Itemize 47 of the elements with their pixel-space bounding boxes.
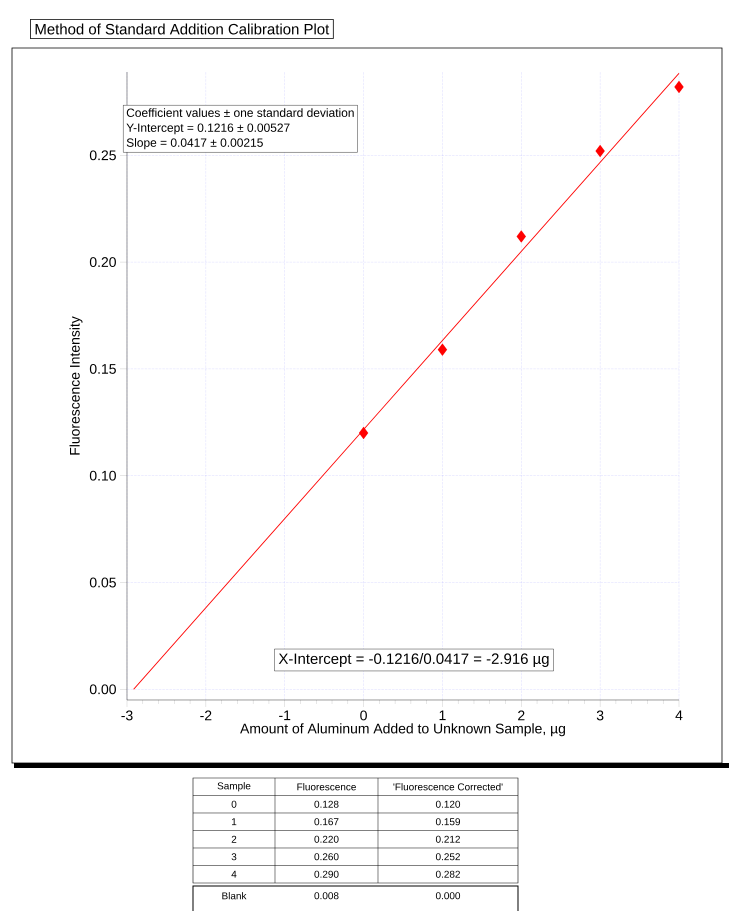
point [595, 144, 605, 158]
annotation: Slope = 0.0417 ± 0.00215 [126, 138, 263, 150]
point [438, 343, 448, 356]
text: 3 [232, 853, 236, 860]
text: 0.290 [314, 870, 339, 878]
text: 4 [231, 870, 236, 878]
text: 0.252 [436, 853, 460, 860]
y-tick-label: 0.25 [90, 150, 116, 160]
x-tick-label: -3 [121, 710, 133, 720]
y-tick-label: 0.15 [90, 364, 116, 374]
y-tick-label: 0.10 [90, 470, 116, 481]
text: 0.260 [314, 853, 339, 860]
y-axis-title: Fluorescence Intensity [69, 316, 82, 455]
y-tick-label: 0.00 [90, 684, 116, 694]
text: 1 [232, 818, 236, 826]
text: 2 [232, 836, 236, 843]
x-tick-label: 1 [440, 710, 446, 720]
text: 0.000 [436, 892, 460, 900]
text: 0.282 [436, 870, 460, 878]
text: 0.167 [314, 818, 338, 826]
x-tick-label: -1 [279, 710, 290, 720]
point [516, 230, 526, 243]
x-tick-label: 2 [518, 710, 524, 720]
x-tick-label: 3 [596, 710, 604, 720]
text: 0.008 [314, 892, 339, 900]
text: 0 [232, 800, 236, 808]
point [674, 80, 684, 94]
text: 0.128 [314, 800, 339, 808]
x-tick-label: 0 [360, 710, 367, 720]
text: 0.159 [436, 818, 460, 826]
x-tick-label: 4 [675, 710, 682, 720]
text: Fluorescence [297, 783, 356, 790]
text: 0.212 [436, 836, 460, 843]
text: Sample [218, 782, 250, 792]
text: 0.120 [436, 800, 460, 808]
chart-title: Method of Standard Addition Calibration Plot [36, 24, 330, 34]
x-tick-label: -2 [200, 710, 212, 720]
annotation: X-Intercept = -0.1216/0.0417 = -2.916 µg [278, 653, 549, 667]
x-axis-title: Amount of Aluminum Added to Unknown Sample, µg [240, 723, 565, 736]
text: 'Fluorescence Corrected' [393, 783, 503, 790]
text: Blank [222, 892, 246, 900]
y-tick-label: 0.05 [90, 578, 116, 588]
text: 0.220 [314, 836, 339, 843]
annotation: Coefficient values ± one standard deviation [126, 108, 354, 117]
point [358, 426, 368, 440]
annotation: Y-Intercept = 0.1216 ± 0.00527 [126, 123, 290, 134]
y-tick-label: 0.20 [90, 257, 116, 268]
